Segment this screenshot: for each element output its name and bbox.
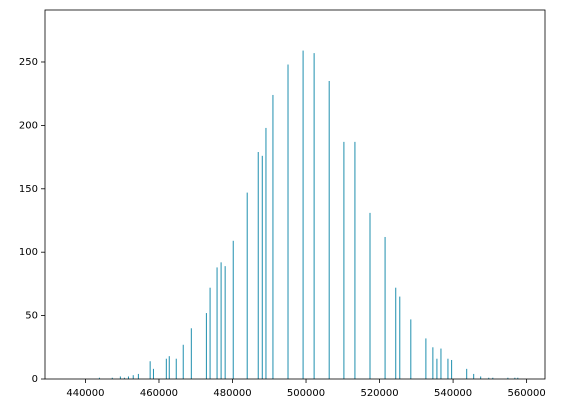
bar bbox=[354, 141, 356, 379]
bar bbox=[313, 53, 315, 379]
y-tick-label: 200 bbox=[19, 120, 38, 131]
bar bbox=[384, 236, 386, 379]
bar bbox=[132, 375, 134, 379]
bar bbox=[257, 152, 259, 379]
plot-frame bbox=[44, 9, 546, 380]
bar bbox=[399, 296, 401, 379]
bar bbox=[111, 377, 113, 379]
bar bbox=[246, 192, 248, 379]
y-tick-label: 50 bbox=[25, 311, 38, 322]
bar bbox=[328, 81, 330, 379]
bar bbox=[168, 356, 170, 379]
y-tick-label: 150 bbox=[19, 184, 38, 195]
x-tick-label: 540000 bbox=[434, 388, 472, 399]
bar bbox=[473, 373, 475, 379]
bar bbox=[137, 373, 139, 379]
bar bbox=[224, 266, 226, 379]
bar bbox=[220, 262, 222, 379]
bar bbox=[517, 377, 519, 379]
bar bbox=[119, 376, 121, 379]
x-tick-label: 520000 bbox=[360, 388, 398, 399]
bar bbox=[492, 377, 494, 379]
bar bbox=[425, 338, 427, 379]
x-tick-label: 440000 bbox=[66, 388, 104, 399]
bar bbox=[261, 155, 263, 379]
bar bbox=[395, 287, 397, 379]
bar bbox=[480, 376, 482, 379]
bar bbox=[447, 358, 449, 379]
bar bbox=[514, 377, 516, 379]
bar bbox=[302, 50, 304, 379]
bar bbox=[205, 313, 207, 379]
bar bbox=[190, 328, 192, 379]
bar bbox=[175, 358, 177, 379]
y-tick-label: 250 bbox=[19, 57, 38, 68]
bar bbox=[369, 212, 371, 379]
bar bbox=[410, 319, 412, 379]
x-tick-label: 460000 bbox=[140, 388, 178, 399]
y-tick-label: 0 bbox=[32, 374, 38, 385]
bar bbox=[507, 377, 509, 379]
bar bbox=[127, 376, 129, 379]
bar bbox=[123, 377, 125, 379]
bar bbox=[265, 127, 267, 380]
bar bbox=[432, 347, 434, 379]
x-tick-label: 480000 bbox=[213, 388, 251, 399]
bar bbox=[466, 368, 468, 379]
bar bbox=[152, 368, 154, 379]
bar bbox=[436, 358, 438, 379]
bar bbox=[287, 64, 289, 380]
bar bbox=[440, 348, 442, 379]
y-tick-label: 100 bbox=[19, 247, 38, 258]
x-tick-label: 560000 bbox=[508, 388, 546, 399]
x-tick-label: 500000 bbox=[287, 388, 325, 399]
bar bbox=[272, 94, 274, 379]
bar bbox=[209, 287, 211, 379]
bar bbox=[182, 344, 184, 379]
bar bbox=[451, 359, 453, 379]
bar bbox=[488, 377, 490, 379]
bar bbox=[232, 240, 234, 379]
bar bbox=[98, 377, 100, 379]
bar bbox=[165, 358, 167, 379]
bar bbox=[343, 141, 345, 379]
bar bbox=[216, 267, 218, 379]
bar bbox=[149, 361, 151, 379]
